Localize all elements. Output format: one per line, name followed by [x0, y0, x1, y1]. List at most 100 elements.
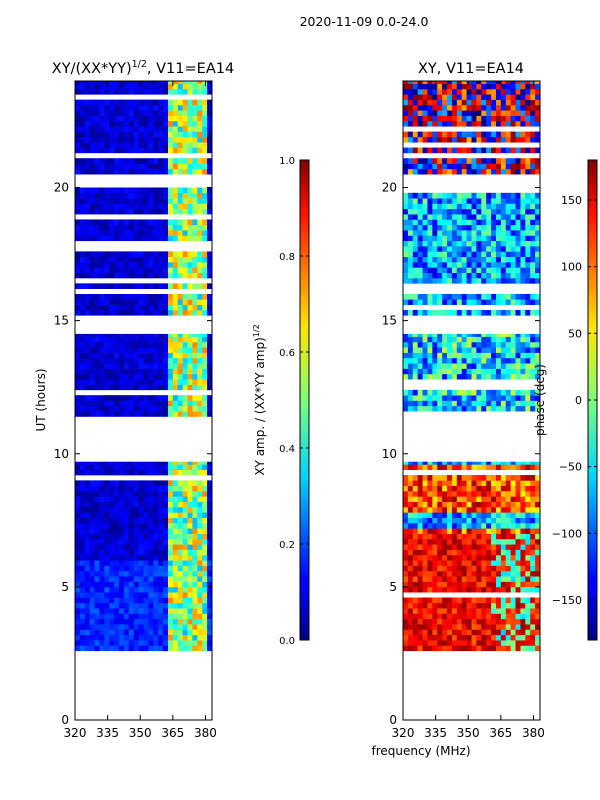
heatmap-cell [495, 131, 502, 138]
heatmap-cell [197, 538, 203, 545]
heatmap-cell [471, 634, 477, 641]
heatmap-cell [525, 267, 531, 273]
heatmap-cell [422, 256, 429, 263]
heatmap-cell [153, 581, 159, 588]
heatmap-cell [481, 163, 487, 170]
heatmap-cell [79, 501, 86, 508]
heatmap-cell [466, 136, 473, 143]
heatmap-cell [486, 522, 492, 529]
heatmap-cell [510, 485, 517, 492]
heatmap-cell [172, 131, 179, 138]
heatmap-cell [153, 341, 159, 348]
heatmap-cell [520, 115, 526, 122]
heatmap-cell [456, 309, 463, 316]
heatmap-cell [476, 634, 482, 641]
heatmap-cell [79, 522, 86, 529]
heatmap-cell [192, 373, 198, 380]
heatmap-cell [427, 373, 433, 380]
heatmap-cell [99, 99, 105, 106]
heatmap-cell [471, 246, 477, 252]
heatmap-cell [520, 163, 526, 170]
heatmap-cell [491, 94, 497, 100]
heatmap-cell [407, 645, 414, 652]
heatmap-cell [466, 461, 473, 465]
heatmap-cell [114, 256, 120, 263]
heatmap-cell [427, 214, 433, 220]
heatmap-cell [495, 299, 502, 305]
heatmap-cell [422, 528, 429, 534]
heatmap-cell [432, 544, 438, 550]
heatmap-cell [486, 240, 492, 247]
heatmap-cell [491, 464, 497, 471]
heatmap-cell [172, 501, 179, 508]
heatmap-cell [177, 267, 184, 273]
heatmap-cell [505, 246, 512, 252]
heatmap-cell [491, 341, 497, 348]
heatmap-cell [481, 341, 487, 348]
heatmap-cell [89, 522, 96, 529]
heatmap-cell [505, 347, 512, 353]
heatmap-cell [447, 389, 453, 396]
heatmap-cell [119, 373, 125, 380]
heatmap-cell [167, 586, 174, 593]
heatmap-cell [79, 230, 86, 236]
heatmap-cell [104, 379, 110, 385]
heatmap-cell [451, 597, 458, 604]
heatmap-cell [167, 549, 174, 556]
colorbar-tick-label: 0.8 [279, 252, 295, 263]
heatmap-cell [104, 168, 110, 175]
heatmap-cell [187, 126, 194, 132]
heatmap-cell [104, 395, 110, 401]
heatmap-cell [119, 395, 125, 401]
heatmap-cell [412, 83, 419, 90]
heatmap-cell [177, 411, 184, 417]
heatmap-cell [432, 464, 438, 471]
heatmap-cell [153, 491, 159, 497]
heatmap-cell [158, 405, 164, 412]
heatmap-cell [207, 104, 212, 111]
heatmap-cell [491, 507, 497, 513]
heatmap-cell [447, 522, 453, 529]
heatmap-cell [432, 357, 438, 364]
heatmap-cell [158, 147, 164, 154]
heatmap-cell [138, 485, 145, 492]
x-tick-label: 335 [96, 726, 119, 740]
heatmap-cell [192, 352, 198, 359]
heatmap-cell [197, 533, 203, 540]
frequency-axis-label: frequency (MHz) [371, 744, 470, 758]
heatmap-cell [447, 464, 453, 471]
heatmap-cell [495, 400, 502, 407]
heatmap-cell [163, 570, 169, 577]
heatmap-cell [99, 163, 105, 170]
heatmap-cell [407, 333, 414, 337]
heatmap-cell [412, 400, 419, 407]
heatmap-cell [143, 131, 149, 138]
heatmap-cell [128, 224, 135, 231]
heatmap-cell [437, 240, 443, 247]
heatmap-cell [530, 624, 536, 630]
heatmap-cell [94, 464, 101, 471]
heatmap-cell [79, 544, 86, 550]
heatmap-cell [202, 333, 208, 337]
heatmap-cell [476, 501, 482, 508]
heatmap-cell [412, 163, 419, 170]
heatmap-cell [99, 230, 105, 236]
heatmap-cell [197, 341, 203, 348]
heatmap-cell [99, 496, 105, 502]
heatmap-cell [138, 224, 145, 231]
heatmap-cell [525, 549, 531, 556]
heatmap-cell [471, 517, 477, 524]
heatmap-cell [530, 246, 536, 252]
heatmap-cell [525, 224, 531, 231]
heatmap-cell [177, 256, 184, 263]
heatmap-cell [192, 384, 198, 391]
heatmap-cell [412, 581, 419, 588]
heatmap-cell [109, 104, 115, 111]
heatmap-cell [143, 120, 149, 127]
heatmap-cell [104, 528, 110, 534]
heatmap-cell [466, 528, 473, 534]
heatmap-cell [109, 235, 115, 242]
heatmap-cell [495, 554, 502, 561]
heatmap-cell [451, 357, 458, 364]
heatmap-cell [153, 115, 159, 122]
